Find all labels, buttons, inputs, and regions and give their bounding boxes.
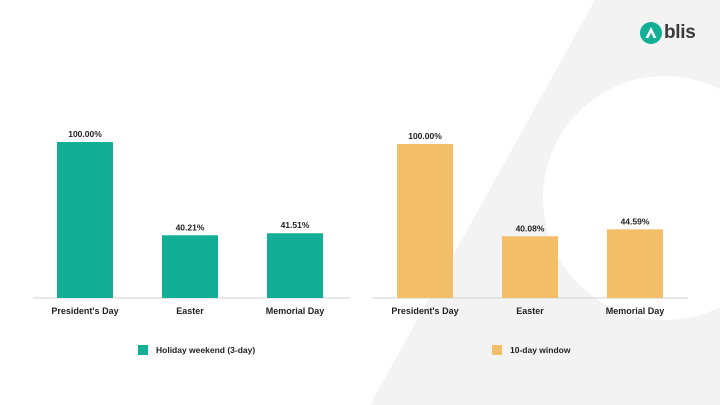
legend-10-day-window: 10-day window — [492, 345, 570, 355]
legend-label: Holiday weekend (3-day) — [156, 345, 256, 355]
brand-name: blis — [664, 22, 696, 43]
brand-logo: blis — [640, 22, 696, 44]
legend-swatch — [138, 345, 148, 355]
blis-logo-icon — [640, 22, 662, 44]
legend-label: 10-day window — [510, 345, 571, 355]
legend-swatch — [492, 345, 502, 355]
legend-holiday-weekend: Holiday weekend (3-day) — [138, 345, 255, 355]
